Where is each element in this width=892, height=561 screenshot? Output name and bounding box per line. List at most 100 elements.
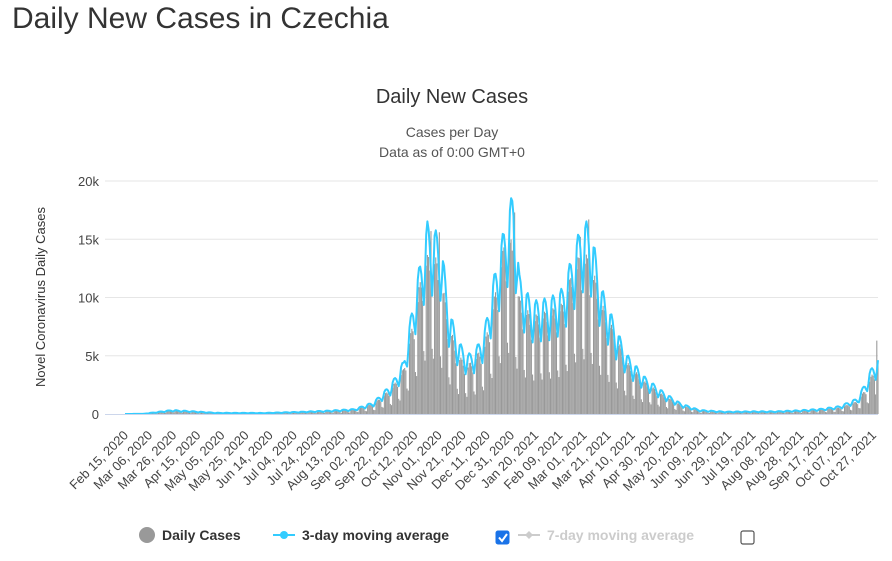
daily-case-bar bbox=[448, 377, 450, 414]
daily-case-bar bbox=[682, 410, 684, 414]
daily-case-bar bbox=[383, 395, 385, 414]
daily-case-bar bbox=[749, 413, 751, 414]
daily-case-bar bbox=[780, 411, 782, 414]
daily-case-bar bbox=[866, 402, 868, 414]
daily-case-bar bbox=[646, 386, 648, 414]
daily-case-bar bbox=[309, 411, 311, 414]
daily-case-bar bbox=[650, 404, 652, 414]
daily-case-bar bbox=[543, 311, 546, 414]
daily-case-bar bbox=[663, 397, 665, 414]
legend-item-3-day-average[interactable]: 3-day moving average bbox=[273, 527, 449, 543]
y-axis-ticks: 0 5k 10k 15k 20k bbox=[78, 174, 99, 422]
daily-case-bar bbox=[371, 406, 373, 414]
daily-case-bar bbox=[687, 407, 689, 414]
daily-case-bar bbox=[867, 403, 869, 414]
daily-case-bar bbox=[595, 282, 597, 414]
checkbox-3-day-average[interactable] bbox=[495, 530, 510, 545]
daily-case-bar bbox=[455, 363, 457, 414]
daily-case-bar bbox=[189, 412, 191, 414]
daily-case-bar bbox=[567, 291, 569, 414]
daily-case-bar bbox=[325, 411, 327, 414]
daily-case-bar bbox=[163, 412, 165, 414]
y-tick-label: 10k bbox=[78, 291, 99, 306]
daily-case-bar bbox=[639, 385, 641, 414]
daily-case-bar bbox=[465, 393, 467, 414]
daily-case-bar bbox=[652, 387, 654, 414]
legend-item-daily-cases[interactable]: Daily Cases bbox=[139, 527, 241, 543]
daily-case-bar bbox=[585, 254, 587, 414]
daily-case-bar bbox=[498, 356, 500, 414]
daily-case-bar bbox=[636, 372, 638, 414]
daily-case-bar bbox=[425, 265, 427, 414]
daily-case-bar bbox=[554, 318, 556, 414]
daily-case-bar bbox=[536, 315, 538, 414]
daily-case-bar bbox=[864, 392, 866, 414]
daily-case-bar bbox=[489, 342, 491, 414]
daily-case-bar bbox=[405, 370, 407, 414]
daily-case-bar bbox=[704, 411, 706, 414]
daily-case-bar bbox=[802, 410, 804, 414]
daily-case-bar bbox=[475, 358, 477, 414]
daily-case-bar bbox=[410, 333, 412, 414]
legend-item-7-day-average[interactable]: 7-day moving average bbox=[518, 527, 694, 543]
daily-case-bar bbox=[701, 411, 703, 414]
daily-case-bar bbox=[873, 379, 875, 414]
daily-case-bar bbox=[662, 394, 664, 414]
chart-subtitle-line-2: Data as of 0:00 GMT+0 bbox=[379, 144, 525, 160]
daily-case-bar bbox=[659, 394, 662, 414]
daily-case-bar bbox=[829, 408, 831, 414]
daily-case-bar bbox=[625, 395, 627, 414]
daily-case-bar bbox=[714, 412, 716, 414]
daily-case-bar bbox=[657, 404, 659, 414]
daily-case-bar bbox=[787, 411, 789, 414]
daily-case-bar bbox=[315, 413, 317, 414]
daily-case-bar bbox=[351, 409, 353, 414]
daily-case-bar bbox=[712, 411, 714, 414]
daily-case-bar bbox=[624, 390, 626, 414]
daily-case-bar bbox=[700, 412, 702, 414]
daily-case-bar bbox=[854, 402, 856, 414]
daily-case-bar bbox=[438, 232, 440, 414]
daily-case-bar bbox=[200, 412, 203, 414]
daily-case-bar bbox=[824, 412, 826, 414]
daily-case-bar bbox=[751, 411, 754, 414]
y-tick-label: 15k bbox=[78, 232, 99, 247]
daily-case-bar bbox=[689, 409, 691, 414]
daily-case-bar bbox=[859, 408, 861, 414]
daily-case-bar bbox=[530, 339, 532, 414]
daily-case-bar bbox=[696, 410, 699, 414]
daily-case-bar bbox=[822, 409, 824, 414]
daily-case-bar bbox=[578, 258, 580, 414]
daily-case-bar bbox=[839, 408, 841, 414]
daily-case-bar bbox=[367, 405, 369, 414]
daily-case-bar bbox=[851, 410, 853, 414]
daily-case-bar bbox=[688, 408, 690, 414]
daily-case-bar bbox=[300, 411, 302, 414]
daily-case-bar bbox=[377, 399, 379, 414]
daily-case-bar bbox=[835, 408, 837, 414]
daily-case-bar bbox=[320, 411, 322, 414]
daily-case-bar bbox=[674, 408, 676, 414]
daily-case-bar bbox=[761, 411, 763, 414]
daily-case-bar bbox=[314, 412, 316, 414]
checkbox-7-day-average[interactable] bbox=[740, 530, 755, 545]
daily-case-bar bbox=[757, 413, 760, 414]
daily-case-bar bbox=[779, 411, 781, 414]
daily-case-bar bbox=[376, 400, 378, 414]
daily-case-bar bbox=[870, 376, 872, 414]
daily-case-bar bbox=[778, 411, 780, 414]
daily-case-bar bbox=[692, 412, 694, 414]
daily-case-bar bbox=[769, 411, 771, 414]
daily-case-bar bbox=[418, 287, 420, 414]
daily-case-bar bbox=[173, 412, 175, 414]
daily-case-bar bbox=[638, 379, 640, 414]
daily-case-bar bbox=[490, 373, 492, 414]
daily-case-bar bbox=[518, 296, 520, 414]
daily-case-bar bbox=[477, 353, 479, 414]
checkbox-3-day-box[interactable] bbox=[495, 530, 510, 545]
daily-case-bar bbox=[705, 411, 707, 414]
daily-case-bar bbox=[413, 339, 415, 414]
daily-case-bar bbox=[571, 287, 573, 414]
daily-case-bar bbox=[166, 410, 168, 414]
daily-case-bar bbox=[618, 346, 620, 414]
